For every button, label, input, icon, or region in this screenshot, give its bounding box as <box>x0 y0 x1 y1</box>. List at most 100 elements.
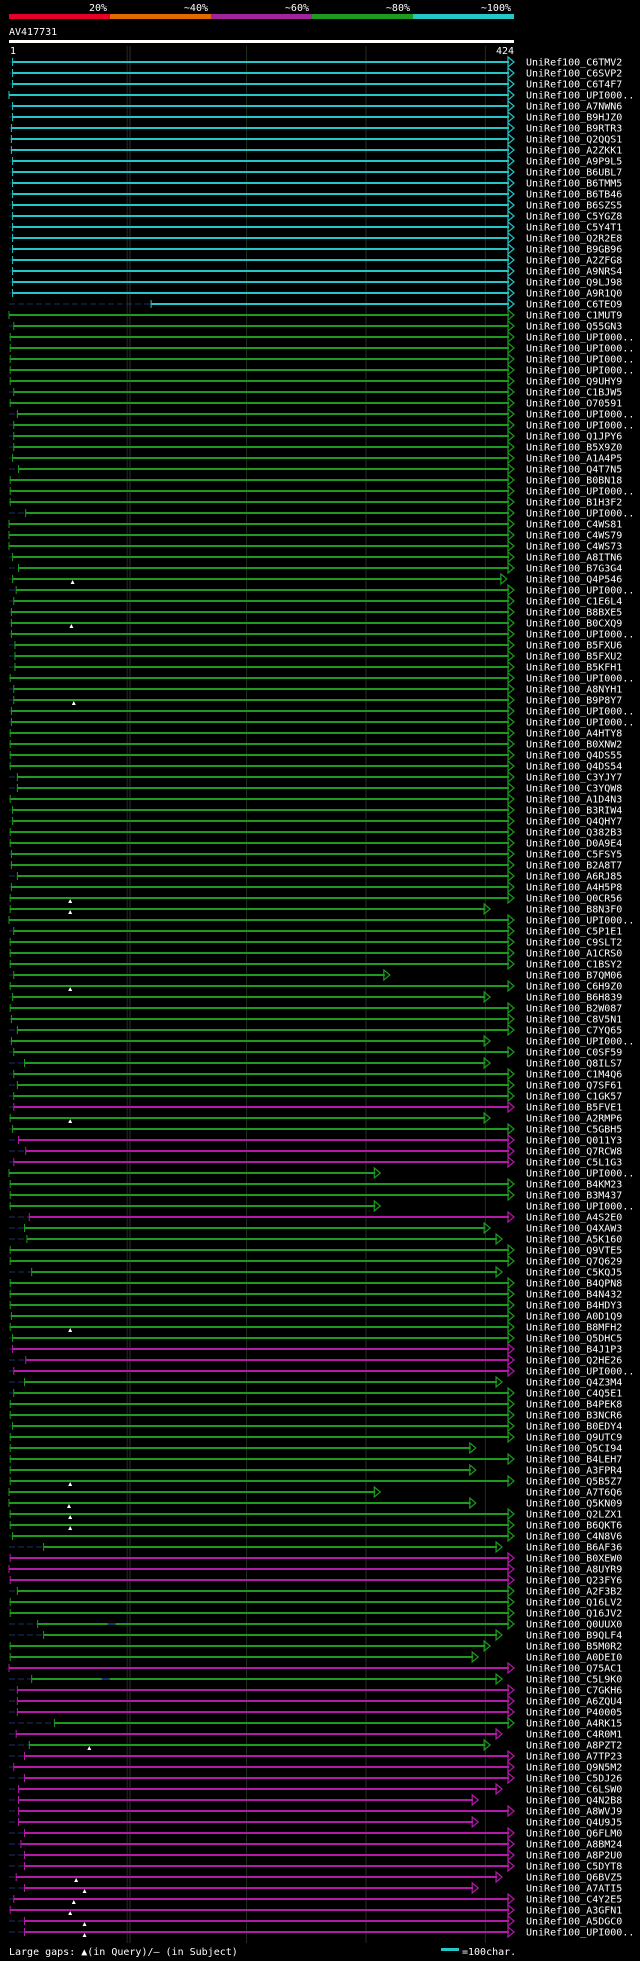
hit-row[interactable]: UniRef100_Q0UUX0 <box>9 1617 622 1631</box>
hit-row[interactable]: UniRef100_B5M0R2 <box>9 1639 622 1653</box>
hit-label[interactable]: UniRef100_A0DEI0 <box>526 1653 622 1664</box>
hit-label[interactable]: UniRef100_C5YGZ8 <box>526 212 622 223</box>
hit-label[interactable]: UniRef100_C8V5N1 <box>526 1015 622 1026</box>
hit-row[interactable]: UniRef100_A7TP23 <box>9 1749 622 1763</box>
hit-row[interactable]: UniRef100_B4HDY3 <box>9 1298 622 1312</box>
hit-row[interactable]: UniRef100_B8N3F0 <box>9 902 622 916</box>
hit-label[interactable]: UniRef100_Q9UHY9 <box>526 377 622 388</box>
hit-label[interactable]: UniRef100_P40005 <box>526 1708 622 1719</box>
hit-row[interactable]: UniRef100_B4KM23 <box>9 1177 622 1191</box>
hit-label[interactable]: UniRef100_Q5B5Z7 <box>526 1477 622 1488</box>
hit-row[interactable]: UniRef100_UPI000.. <box>9 583 634 597</box>
hit-label[interactable]: UniRef100_C4WS81 <box>526 520 622 531</box>
hit-row[interactable]: UniRef100_O70591 <box>9 396 622 410</box>
hit-label[interactable]: UniRef100_Q16JV2 <box>526 1609 622 1620</box>
hit-label[interactable]: UniRef100_UPI000.. <box>526 333 634 344</box>
hit-row[interactable]: UniRef100_A8BM24 <box>9 1837 622 1851</box>
hit-row[interactable]: UniRef100_C5KQJ5 <box>9 1265 622 1279</box>
hit-row[interactable]: UniRef100_UPI000.. <box>9 352 634 366</box>
hit-label[interactable]: UniRef100_C3YJY7 <box>526 773 622 784</box>
hit-row[interactable]: UniRef100_A3GFN1 <box>9 1903 622 1917</box>
hit-label[interactable]: UniRef100_A1D4N3 <box>526 795 622 806</box>
hit-label[interactable]: UniRef100_UPI000.. <box>526 487 634 498</box>
hit-label[interactable]: UniRef100_Q4T7N5 <box>526 465 622 476</box>
hit-row[interactable]: UniRef100_Q2LZX1 <box>9 1507 622 1521</box>
hit-row[interactable]: UniRef100_B0EDY4 <box>9 1419 622 1433</box>
hit-row[interactable]: UniRef100_UPI000.. <box>9 704 634 718</box>
hit-row[interactable]: UniRef100_B4PEK8 <box>9 1397 622 1411</box>
hit-label[interactable]: UniRef100_B4QPN8 <box>526 1279 622 1290</box>
hit-label[interactable]: UniRef100_Q1JPY6 <box>526 432 622 443</box>
hit-row[interactable]: UniRef100_UPI000.. <box>9 330 634 344</box>
hit-label[interactable]: UniRef100_Q4DS54 <box>526 762 622 773</box>
hit-row[interactable]: UniRef100_B2A8T7 <box>9 858 622 872</box>
hit-label[interactable]: UniRef100_B4N432 <box>526 1290 622 1301</box>
hit-label[interactable]: UniRef100_C9SLT2 <box>526 938 622 949</box>
hit-row[interactable]: UniRef100_B7QM06 <box>9 968 622 982</box>
hit-row[interactable]: UniRef100_Q5CI94 <box>9 1441 622 1455</box>
hit-label[interactable]: UniRef100_A2ZFG8 <box>526 256 622 267</box>
hit-row[interactable]: UniRef100_UPI000.. <box>9 715 634 729</box>
hit-label[interactable]: UniRef100_Q9N5M2 <box>526 1763 622 1774</box>
hit-row[interactable]: UniRef100_B6AF36 <box>9 1540 622 1554</box>
hit-row[interactable]: UniRef100_Q9N5M2 <box>9 1760 622 1774</box>
hit-label[interactable]: UniRef100_C5GBH5 <box>526 1125 622 1136</box>
hit-label[interactable]: UniRef100_B9HJZ0 <box>526 113 622 124</box>
hit-label[interactable]: UniRef100_C1E6L4 <box>526 597 622 608</box>
hit-row[interactable]: UniRef100_C1MUT9 <box>8 308 622 322</box>
hit-label[interactable]: UniRef100_A3FPR4 <box>526 1466 622 1477</box>
hit-row[interactable]: UniRef100_UPI000.. <box>9 341 634 355</box>
hit-row[interactable]: UniRef100_C3YQW8 <box>9 781 622 795</box>
hit-label[interactable]: UniRef100_A4RK15 <box>526 1719 622 1730</box>
hit-label[interactable]: UniRef100_C5P1E1 <box>526 927 622 938</box>
hit-label[interactable]: UniRef100_UPI000.. <box>526 410 634 421</box>
hit-label[interactable]: UniRef100_UPI000.. <box>526 1169 634 1180</box>
hit-row[interactable]: UniRef100_C5DJ26 <box>9 1771 622 1785</box>
hit-label[interactable]: UniRef100_B6AF36 <box>526 1543 622 1554</box>
hit-row[interactable]: UniRef100_C5DYT8 <box>9 1859 622 1873</box>
hit-row[interactable]: UniRef100_Q16JV2 <box>9 1606 622 1620</box>
hit-row[interactable]: UniRef100_P40005 <box>9 1705 622 1719</box>
hit-row[interactable]: UniRef100_Q1JPY6 <box>9 429 622 443</box>
hit-row[interactable]: UniRef100_Q16LV2 <box>9 1595 622 1609</box>
hit-row[interactable]: UniRef100_B8MFH2 <box>9 1320 622 1334</box>
hit-row[interactable]: UniRef100_C4R0M1 <box>9 1727 622 1741</box>
hit-label[interactable]: UniRef100_B0EDY4 <box>526 1422 622 1433</box>
hit-row[interactable]: UniRef100_A4S2E0 <box>9 1210 622 1224</box>
hit-row[interactable]: UniRef100_A5DGC0 <box>9 1914 622 1928</box>
hit-label[interactable]: UniRef100_C4N8V6 <box>526 1532 622 1543</box>
hit-label[interactable]: UniRef100_Q2LZX1 <box>526 1510 622 1521</box>
hit-label[interactable]: UniRef100_UPI000.. <box>526 916 634 927</box>
hit-row[interactable]: UniRef100_B2W087 <box>9 1001 622 1015</box>
hit-label[interactable]: UniRef100_C1GK57 <box>526 1092 622 1103</box>
hit-label[interactable]: UniRef100_C0SF59 <box>526 1048 622 1059</box>
hit-label[interactable]: UniRef100_Q16LV2 <box>526 1598 622 1609</box>
hit-row[interactable]: UniRef100_A9P9L5 <box>9 154 622 168</box>
hit-row[interactable]: UniRef100_Q4Z3M4 <box>9 1375 622 1389</box>
hit-label[interactable]: UniRef100_C5DYT8 <box>526 1862 622 1873</box>
hit-row[interactable]: UniRef100_B6TMM5 <box>9 176 622 190</box>
hit-label[interactable]: UniRef100_A9P9L5 <box>526 157 622 168</box>
hit-label[interactable]: UniRef100_B0XEW0 <box>526 1554 622 1565</box>
hit-label[interactable]: UniRef100_A6RJ85 <box>526 872 622 883</box>
hit-label[interactable]: UniRef100_B0XNW2 <box>526 740 622 751</box>
hit-row[interactable]: UniRef100_A1D4N3 <box>9 792 622 806</box>
hit-row[interactable]: UniRef100_Q9VTE5 <box>9 1243 622 1257</box>
hit-label[interactable]: UniRef100_A9R1Q0 <box>526 289 622 300</box>
hit-label[interactable]: UniRef100_UPI000.. <box>526 355 634 366</box>
hit-row[interactable]: UniRef100_C8V5N1 <box>9 1012 622 1026</box>
hit-label[interactable]: UniRef100_Q9VTE5 <box>526 1246 622 1257</box>
hit-label[interactable]: UniRef100_B4PEK8 <box>526 1400 622 1411</box>
hit-label[interactable]: UniRef100_A8WVJ9 <box>526 1807 622 1818</box>
hit-label[interactable]: UniRef100_C5Y4T1 <box>526 223 622 234</box>
hit-label[interactable]: UniRef100_B4KM23 <box>526 1180 622 1191</box>
hit-row[interactable]: UniRef100_UPI000.. <box>8 1166 634 1180</box>
hit-row[interactable]: UniRef100_UPI000.. <box>9 1034 634 1048</box>
hit-row[interactable]: UniRef100_A8NYH1 <box>9 682 622 696</box>
hit-label[interactable]: UniRef100_Q4P546 <box>526 575 622 586</box>
hit-label[interactable]: UniRef100_B0CXQ9 <box>526 619 622 630</box>
hit-row[interactable]: UniRef100_Q4N2B8 <box>9 1793 622 1807</box>
hit-row[interactable]: UniRef100_B9GB96 <box>9 242 622 256</box>
hit-row[interactable]: UniRef100_Q7RCW8 <box>9 1144 622 1158</box>
hit-label[interactable]: UniRef100_C5L9K0 <box>526 1675 622 1686</box>
